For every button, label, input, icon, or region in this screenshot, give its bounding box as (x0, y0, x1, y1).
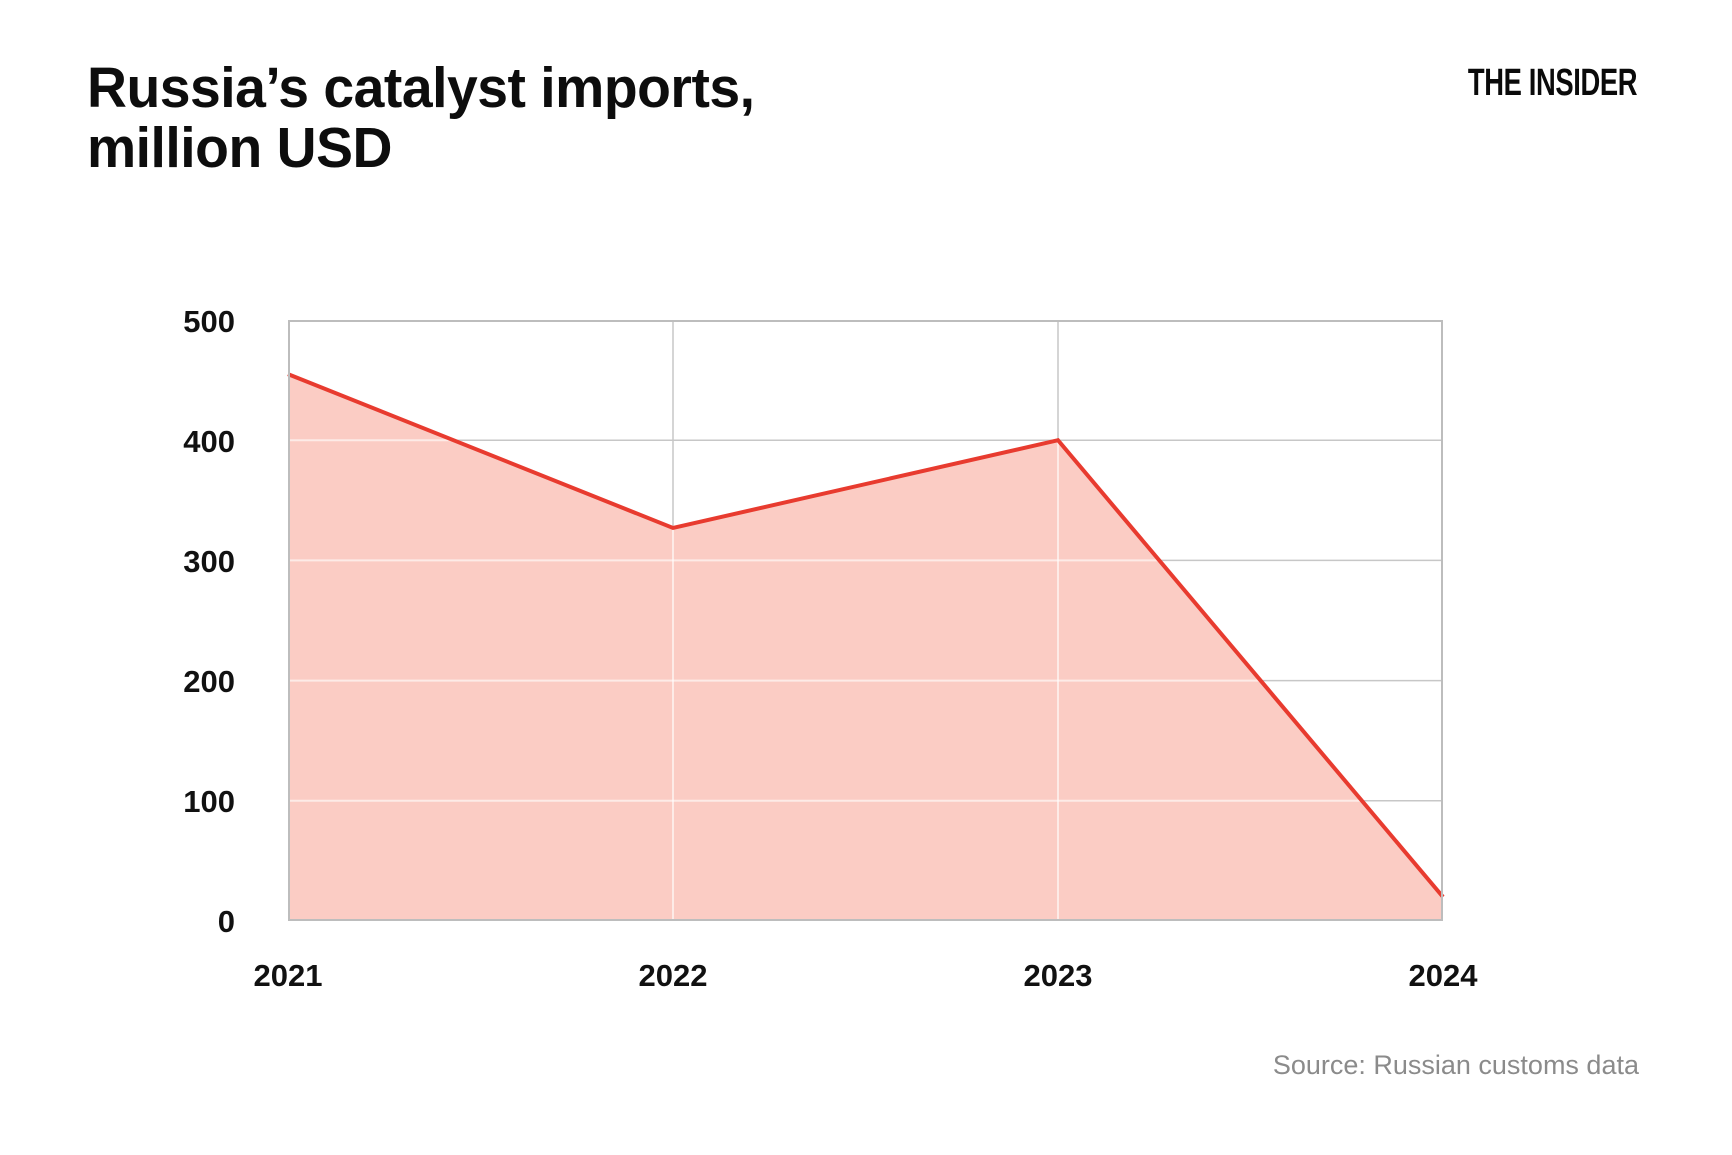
x-tick-label: 2021 (253, 958, 323, 993)
y-tick-label: 400 (183, 424, 235, 459)
y-tick-label: 500 (183, 304, 235, 339)
area-chart-plot (287, 320, 1445, 922)
x-tick-label: 2023 (1023, 958, 1093, 993)
source-note: Source: Russian customs data (1272, 1050, 1639, 1080)
y-tick-label: 0 (217, 904, 235, 939)
chart-title: Russia’s catalyst imports, million USD (87, 56, 755, 180)
y-tick-label: 300 (183, 544, 235, 579)
publisher-logo: THE INSIDER (1467, 62, 1638, 104)
series-line (287, 372, 1445, 899)
y-tick-label: 100 (183, 784, 235, 819)
y-tick-label: 200 (183, 664, 235, 699)
x-tick-label: 2022 (638, 958, 708, 993)
x-tick-label: 2024 (1408, 958, 1478, 993)
plot-border (288, 320, 1443, 921)
area-fill (288, 374, 1443, 922)
